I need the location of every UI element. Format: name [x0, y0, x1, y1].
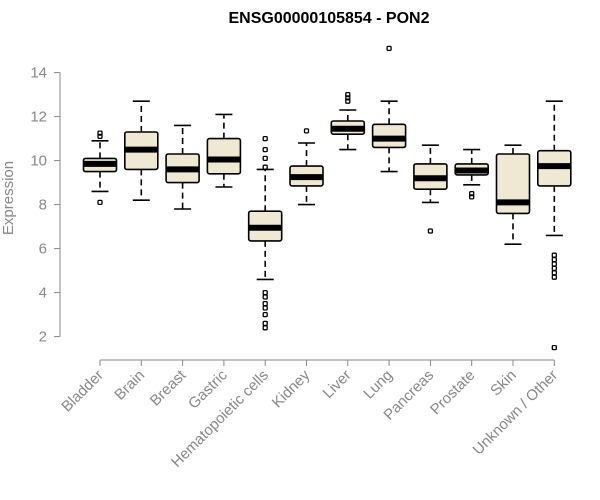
outlier-point: [551, 344, 557, 351]
outlier-point: [345, 98, 351, 104]
box-group: [82, 130, 118, 206]
outlier-point: [97, 130, 103, 136]
y-tick-label: 12: [30, 109, 47, 126]
outlier-point: [262, 294, 268, 300]
outlier-point: [345, 95, 351, 101]
boxes: [82, 45, 572, 351]
box-group: [247, 135, 283, 331]
outlier-point: [262, 300, 268, 307]
x-tick-label: Brain: [111, 367, 148, 404]
x-tick-label: Prostate: [427, 367, 479, 419]
x-tick-label: Kidney: [269, 366, 314, 411]
outlier-point: [262, 289, 268, 296]
outlier-point: [427, 228, 434, 234]
x-tick-label: Lung: [360, 367, 396, 403]
y-tick-label: 2: [39, 329, 47, 346]
outlier-point: [262, 325, 268, 331]
outlier-point: [345, 91, 351, 98]
outlier-point: [469, 194, 475, 200]
outlier-point: [262, 320, 268, 327]
box-group: [165, 124, 200, 210]
outlier-point: [262, 311, 268, 318]
box-group: [371, 45, 407, 173]
outlier-point: [262, 135, 268, 142]
outlier-point: [551, 265, 557, 272]
outlier-point: [262, 155, 268, 162]
box-group: [124, 100, 159, 201]
y-axis-label: Expression: [0, 161, 17, 235]
outlier-point: [97, 199, 103, 206]
chart-title: ENSG00000105854 - PON2: [228, 10, 429, 27]
x-tick-label: Bladder: [58, 367, 107, 416]
outlier-point: [469, 190, 475, 197]
x-tick-label: Liver: [320, 367, 355, 402]
x-tick-label: Breast: [147, 366, 190, 409]
y-tick-label: 6: [39, 241, 47, 258]
y-tick-label: 4: [39, 285, 47, 302]
box-group: [330, 91, 366, 151]
outlier-point: [386, 45, 392, 52]
box-group: [413, 144, 448, 234]
box-group: [289, 128, 324, 206]
box-group: [495, 144, 531, 245]
outlier-point: [551, 261, 557, 267]
outlier-point: [303, 128, 310, 134]
y-tick-label: 8: [39, 197, 47, 214]
y-tick-label: 10: [30, 153, 47, 170]
outlier-point: [551, 252, 557, 258]
box-group: [206, 113, 242, 188]
outlier-point: [262, 146, 268, 153]
outlier-point: [97, 133, 103, 140]
outlier-point: [551, 274, 557, 280]
y-tick-label: 14: [30, 65, 47, 82]
box-group: [536, 100, 572, 351]
box: [206, 137, 242, 175]
x-tick-label: Skin: [487, 367, 520, 400]
box: [495, 153, 531, 215]
outlier-point: [551, 270, 557, 276]
box-group: [454, 148, 490, 200]
outlier-point: [262, 164, 268, 170]
outlier-point: [551, 256, 557, 263]
outlier-point: [262, 305, 268, 311]
